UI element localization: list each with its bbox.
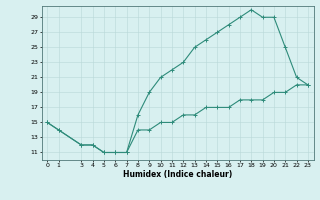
- X-axis label: Humidex (Indice chaleur): Humidex (Indice chaleur): [123, 170, 232, 179]
